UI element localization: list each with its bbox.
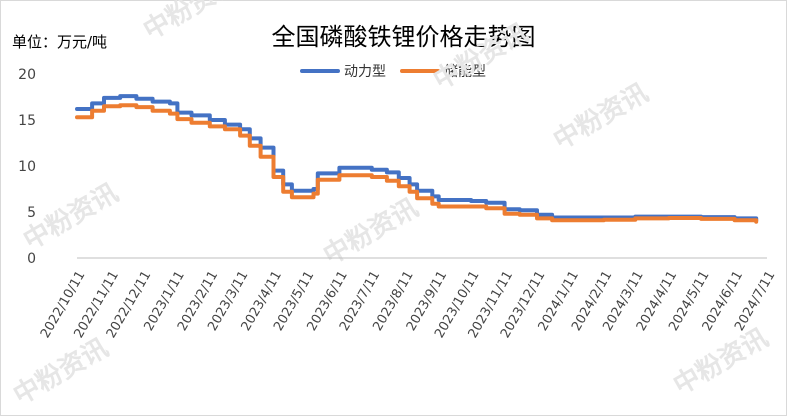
watermark-1: 中粉资讯	[319, 193, 424, 271]
y-tick-label-2: 10	[18, 159, 36, 175]
y-tick-label-3: 15	[18, 113, 36, 129]
unit-label: 单位：万元/吨	[12, 33, 108, 51]
watermark-6: 中粉资讯	[9, 333, 114, 411]
watermark-2: 中粉资讯	[549, 78, 654, 156]
series-line-0	[75, 94, 759, 223]
legend-item-series-0: 动力型	[300, 61, 386, 81]
series-line-1	[75, 103, 759, 224]
legend-label-series-1: 储能型	[444, 64, 486, 80]
legend-item-series-1: 储能型	[400, 61, 486, 81]
y-tick-label-1: 5	[27, 205, 36, 221]
y-tick-label-0: 0	[27, 251, 36, 267]
legend-swatch-series-0	[300, 69, 340, 73]
legend: 动力型 储能型	[300, 61, 486, 81]
watermark-5: 中粉资讯	[669, 323, 774, 401]
chart-title: 全国磷酸铁锂价格走势图	[271, 23, 536, 51]
legend-swatch-series-1	[400, 69, 440, 73]
y-tick-label-4: 20	[18, 67, 36, 83]
watermark-0: 中粉资讯	[139, 0, 244, 46]
legend-label-series-0: 动力型	[344, 64, 386, 80]
watermark-4: 中粉资讯	[429, 18, 534, 96]
